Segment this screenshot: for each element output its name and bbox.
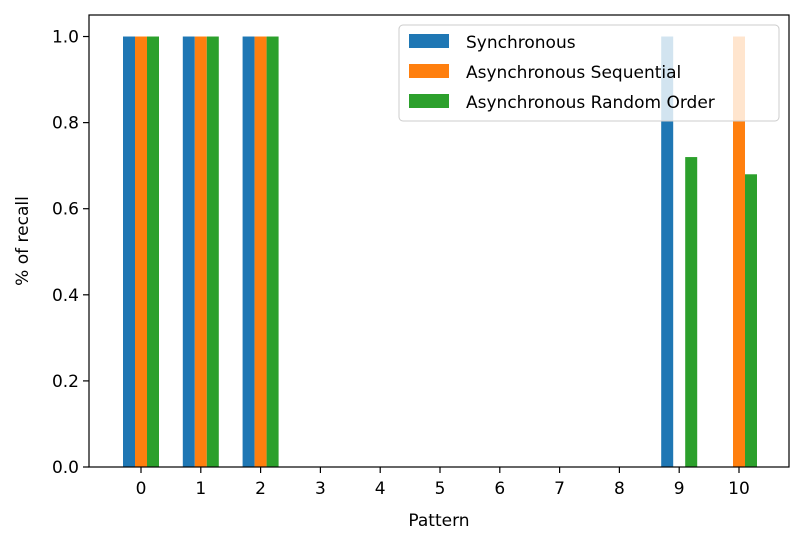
y-tick-label: 0.6 [52,200,79,220]
y-axis-label: % of recall [13,196,33,286]
y-tick-label: 0.8 [52,114,79,134]
y-tick-label: 0.0 [52,458,79,478]
legend-label: Asynchronous Random Order [466,93,715,113]
x-tick-label: 2 [255,479,266,499]
bars-group [123,36,757,468]
bar [123,36,135,468]
bar [135,36,147,468]
bar [242,36,255,468]
legend-label: Synchronous [466,33,576,53]
bar [147,36,159,468]
legend-label: Asynchronous Sequential [466,63,681,83]
x-tick-label: 8 [614,479,625,499]
legend-box [398,24,780,122]
y-tick-label: 0.2 [52,372,79,392]
x-tick-label: 4 [375,479,386,499]
y-tick-label: 0.4 [52,286,79,306]
bar [206,36,219,468]
legend-swatch [409,34,449,48]
x-axis-label: Pattern [408,511,469,531]
y-axis: 0.0 0.2 0.4 0.6 0.8 1.0 [52,28,89,478]
bar [266,36,279,468]
y-tick-label: 1.0 [52,28,79,48]
bar [685,157,698,467]
x-tick-label: 0 [136,479,147,499]
bar [182,36,195,468]
plot-frame [88,14,790,468]
bar [733,36,745,468]
legend: Synchronous Asynchronous Sequential Asynch… [398,24,780,122]
x-tick-label: 7 [554,479,565,499]
x-tick-label: 9 [674,479,685,499]
bar [745,174,757,467]
legend-swatch [409,94,449,108]
bar [254,36,267,468]
x-axis: 0 1 2 3 4 5 6 7 8 9 10 [136,467,750,499]
x-tick-label: 5 [435,479,446,499]
bar [194,36,207,468]
x-tick-label: 3 [315,479,326,499]
x-tick-label: 1 [195,479,206,499]
x-tick-label: 6 [494,479,505,499]
bar [661,36,674,468]
legend-swatch [409,64,449,78]
x-tick-label: 10 [728,479,750,499]
